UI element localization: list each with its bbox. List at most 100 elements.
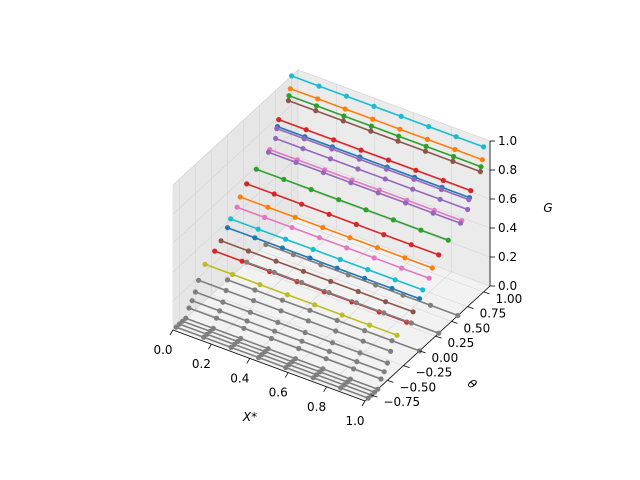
series-line <box>276 127 470 201</box>
y-axis-line <box>364 285 491 402</box>
data-point <box>252 287 258 293</box>
series-25 <box>176 321 374 398</box>
data-point <box>411 176 417 182</box>
data-point <box>286 93 292 99</box>
series-0 <box>289 73 487 150</box>
series-9 <box>265 149 464 226</box>
data-point <box>340 118 346 124</box>
x-tick-mark <box>284 372 289 378</box>
data-point <box>196 277 202 283</box>
data-point <box>440 177 446 183</box>
y-tick-mark <box>467 306 474 310</box>
data-point <box>371 255 377 261</box>
data-point <box>276 117 282 123</box>
y-tick-label: 0.25 <box>448 336 475 350</box>
data-point <box>333 328 339 334</box>
series-7 <box>273 135 471 213</box>
data-point <box>237 194 243 200</box>
grid-line-z <box>172 127 491 244</box>
grid-line-z <box>172 214 491 331</box>
data-point <box>418 227 424 233</box>
data-point <box>375 190 381 196</box>
data-point <box>244 181 250 187</box>
data-point <box>313 108 319 114</box>
data-point <box>337 256 343 263</box>
x-tick-mark <box>246 358 251 364</box>
data-point <box>341 113 347 119</box>
data-point <box>244 259 250 265</box>
z-tick-label: 0.0 <box>498 279 517 293</box>
y-tick-label: −0.25 <box>415 366 452 380</box>
data-point <box>212 248 218 254</box>
data-point <box>220 299 226 305</box>
series-line <box>204 263 398 337</box>
data-point <box>305 318 311 324</box>
data-point <box>420 287 426 293</box>
data-point <box>371 103 377 109</box>
series-line <box>220 240 414 313</box>
data-point <box>307 307 313 313</box>
x-tick-mark <box>169 329 174 336</box>
axis-edges <box>172 141 491 402</box>
series-10 <box>253 166 451 243</box>
data-point <box>341 382 347 388</box>
series-2 <box>286 93 484 170</box>
data-point <box>300 146 306 152</box>
data-point <box>252 235 258 241</box>
series-line <box>195 291 388 364</box>
data-point <box>402 255 408 261</box>
data-point <box>271 191 277 197</box>
y-tick-mark <box>371 394 378 398</box>
series-line <box>278 118 472 192</box>
data-point <box>275 319 281 325</box>
x-tick-mark <box>361 400 366 407</box>
data-point <box>356 156 362 162</box>
data-point <box>202 261 208 267</box>
data-point <box>296 345 302 352</box>
data-point <box>292 356 299 362</box>
data-point <box>452 146 458 153</box>
data-point <box>384 360 390 366</box>
series-line <box>227 226 420 300</box>
z-axis-label: G <box>543 201 552 215</box>
series-line <box>288 94 482 168</box>
data-point <box>368 123 374 129</box>
data-point <box>284 292 290 298</box>
data-point <box>374 245 380 251</box>
data-point <box>339 312 345 318</box>
data-point <box>189 298 195 304</box>
y-tick-label: 0.00 <box>431 351 458 365</box>
series-line <box>185 317 379 390</box>
data-point <box>283 236 289 242</box>
data-point <box>272 328 278 334</box>
data-point <box>395 138 401 144</box>
x-tick-mark <box>208 343 212 350</box>
data-point <box>299 201 305 207</box>
series-line <box>188 307 382 380</box>
data-point <box>358 147 364 153</box>
series-20 <box>192 289 390 366</box>
data-point <box>438 186 444 193</box>
data-point <box>362 328 368 334</box>
data-point <box>265 149 272 155</box>
series-line <box>227 279 420 352</box>
data-point <box>289 224 295 231</box>
data-point <box>224 277 231 283</box>
data-point <box>256 354 262 361</box>
data-point <box>290 252 296 258</box>
data-point <box>343 93 350 99</box>
data-point <box>365 395 371 401</box>
series-6 <box>274 126 472 203</box>
data-point <box>318 262 324 268</box>
series-line <box>240 196 433 269</box>
y-tick-mark <box>387 379 394 383</box>
data-point <box>437 196 443 202</box>
x-tick-label: 0.6 <box>269 386 288 400</box>
data-point <box>403 200 409 206</box>
grid-line-z <box>172 69 491 186</box>
series-28 <box>244 259 442 336</box>
data-point <box>392 277 398 283</box>
data-point <box>245 248 252 254</box>
series-line <box>175 326 369 399</box>
series-16 <box>218 238 416 315</box>
